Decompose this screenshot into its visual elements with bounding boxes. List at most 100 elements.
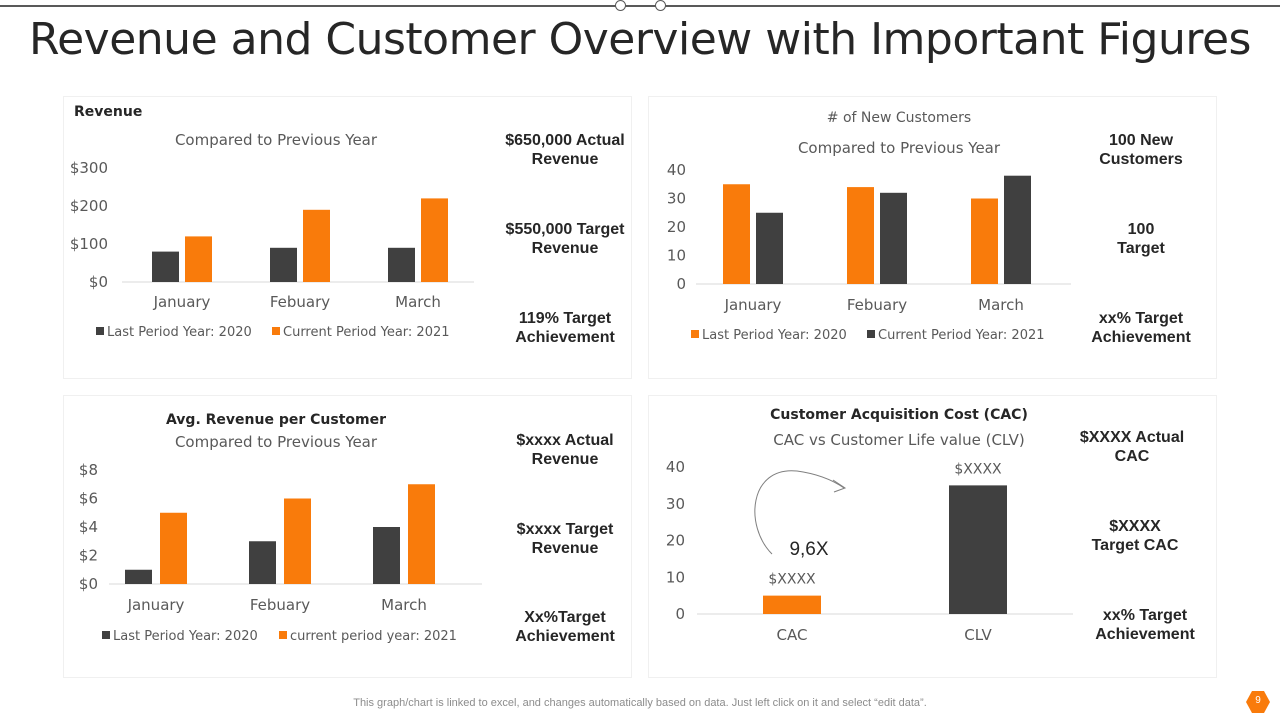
bar-clv[interactable]: [949, 485, 1007, 614]
kpi-revenue-actual: $650,000 Actual Revenue: [505, 132, 625, 168]
legend-label: current period year: 2021: [290, 629, 457, 644]
y-tick-label: 40: [666, 458, 685, 476]
y-tick-label: 10: [666, 568, 685, 586]
y-tick-label: $8: [79, 461, 98, 479]
chart-heading: Revenue: [74, 104, 142, 120]
kpi-arpc-target: $xxxx Target Revenue: [516, 521, 614, 557]
y-tick-label: 0: [675, 605, 685, 623]
x-tick-label: January: [724, 296, 782, 314]
cac-panel: Customer Acquisition Cost (CAC) CAC vs Cu…: [648, 395, 1217, 678]
y-tick-label: $2: [79, 547, 98, 565]
x-tick-label: CLV: [964, 626, 992, 644]
bar-last-period[interactable]: [847, 187, 874, 284]
arrow-head-icon: [832, 479, 847, 493]
chart-heading: Customer Acquisition Cost (CAC): [770, 407, 1028, 423]
y-tick-label: 40: [667, 161, 686, 179]
hexagon-icon: [1246, 691, 1270, 713]
bar-last-period[interactable]: [971, 198, 998, 285]
y-tick-label: $6: [79, 490, 98, 508]
new-customers-panel: # of New Customers Compared to Previous Y…: [648, 96, 1217, 379]
bar-last-period[interactable]: [125, 569, 152, 584]
bar-last-period[interactable]: [723, 184, 750, 284]
bar-current-period[interactable]: [421, 198, 448, 282]
legend-label: Last Period Year: 2020: [107, 325, 252, 340]
data-label: $XXXX: [954, 461, 1002, 477]
divider-knob-right: [655, 0, 666, 11]
y-tick-label: $0: [89, 273, 108, 291]
y-tick-label: 20: [666, 532, 685, 550]
y-tick-label: 20: [667, 218, 686, 236]
legend-swatch: [96, 327, 104, 335]
bar-current-period[interactable]: [185, 236, 212, 282]
avg-revenue-chart[interactable]: Avg. Revenue per Customer Compared to Pre…: [64, 396, 633, 679]
x-tick-label: March: [395, 293, 441, 311]
kpi-customers-target: 100 Target: [1117, 221, 1165, 257]
legend-label: Last Period Year: 2020: [702, 328, 847, 343]
bar-current-period[interactable]: [160, 512, 187, 584]
y-tick-label: $100: [70, 235, 108, 253]
y-tick-label: $4: [79, 518, 98, 536]
kpi-cac-actual: $XXXX Actual CAC: [1079, 429, 1185, 465]
legend-label: Last Period Year: 2020: [113, 629, 258, 644]
legend-label: Current Period Year: 2021: [283, 325, 450, 340]
legend-swatch: [272, 327, 280, 335]
divider-knob-left: [615, 0, 626, 11]
bar-last-period[interactable]: [270, 247, 297, 282]
bar-current-period[interactable]: [408, 484, 435, 584]
kpi-arpc-achievement: Xx%Target Achievement: [515, 609, 615, 645]
ratio-annotation: 9,6X: [789, 539, 828, 560]
bar-current-period[interactable]: [756, 212, 783, 284]
legend-swatch: [102, 631, 110, 639]
revenue-panel: Revenue Compared to Previous Year $0 $100 $2…: [63, 96, 632, 379]
bar-last-period[interactable]: [388, 247, 415, 282]
chart-heading: # of New Customers: [827, 110, 971, 126]
x-tick-label: Febuary: [847, 296, 907, 314]
bar-current-period[interactable]: [303, 209, 330, 282]
page-number-badge: 9: [1246, 690, 1270, 714]
kpi-customers-achievement: xx% Target Achievement: [1091, 310, 1191, 346]
x-tick-label: Febuary: [270, 293, 330, 311]
kpi-cac-achievement: xx% Target Achievement: [1095, 607, 1195, 643]
kpi-revenue-achievement: 119% Target Achievement: [515, 310, 615, 346]
x-tick-label: March: [381, 596, 427, 614]
top-divider-line: [0, 5, 1280, 7]
bar-cac[interactable]: [763, 595, 821, 614]
bar-last-period[interactable]: [152, 251, 179, 282]
chart-title: Compared to Previous Year: [175, 131, 378, 149]
new-customers-chart[interactable]: # of New Customers Compared to Previous Y…: [649, 97, 1218, 380]
y-tick-label: 30: [666, 495, 685, 513]
legend-swatch: [691, 330, 699, 338]
x-tick-label: CAC: [777, 626, 808, 644]
page-number: 9: [1255, 695, 1261, 706]
y-tick-label: $0: [79, 575, 98, 593]
revenue-chart[interactable]: Revenue Compared to Previous Year $0 $100 $2…: [64, 97, 633, 380]
cac-chart[interactable]: Customer Acquisition Cost (CAC) CAC vs Cu…: [649, 396, 1218, 679]
y-tick-label: $200: [70, 197, 108, 215]
chart-title: Compared to Previous Year: [175, 433, 378, 451]
x-tick-label: Febuary: [250, 596, 310, 614]
legend-swatch: [279, 631, 287, 639]
y-tick-label: 0: [676, 275, 686, 293]
footer-note: This graph/chart is linked to excel, and…: [353, 697, 927, 709]
bar-current-period[interactable]: [284, 498, 311, 585]
bar-last-period[interactable]: [249, 541, 276, 584]
legend-label: Current Period Year: 2021: [878, 328, 1045, 343]
x-tick-label: March: [978, 296, 1024, 314]
kpi-arpc-actual: $xxxx Actual Revenue: [516, 432, 614, 468]
chart-title: CAC vs Customer Life value (CLV): [773, 431, 1025, 449]
chart-heading: Avg. Revenue per Customer: [166, 412, 386, 428]
bar-current-period[interactable]: [1004, 175, 1031, 284]
x-tick-label: January: [153, 293, 211, 311]
chart-title: Compared to Previous Year: [798, 139, 1001, 157]
bar-current-period[interactable]: [880, 192, 907, 284]
data-label: $XXXX: [768, 572, 816, 588]
avg-revenue-panel: Avg. Revenue per Customer Compared to Pre…: [63, 395, 632, 678]
page-title: Revenue and Customer Overview with Impor…: [29, 14, 1251, 65]
kpi-revenue-target: $550,000 Target Revenue: [505, 221, 625, 257]
x-tick-label: January: [127, 596, 185, 614]
bar-last-period[interactable]: [373, 527, 400, 584]
y-tick-label: 10: [667, 247, 686, 265]
y-tick-label: $300: [70, 159, 108, 177]
kpi-cac-target: $XXXX Target CAC: [1091, 518, 1179, 554]
kpi-customers-new: 100 New Customers: [1099, 132, 1183, 168]
